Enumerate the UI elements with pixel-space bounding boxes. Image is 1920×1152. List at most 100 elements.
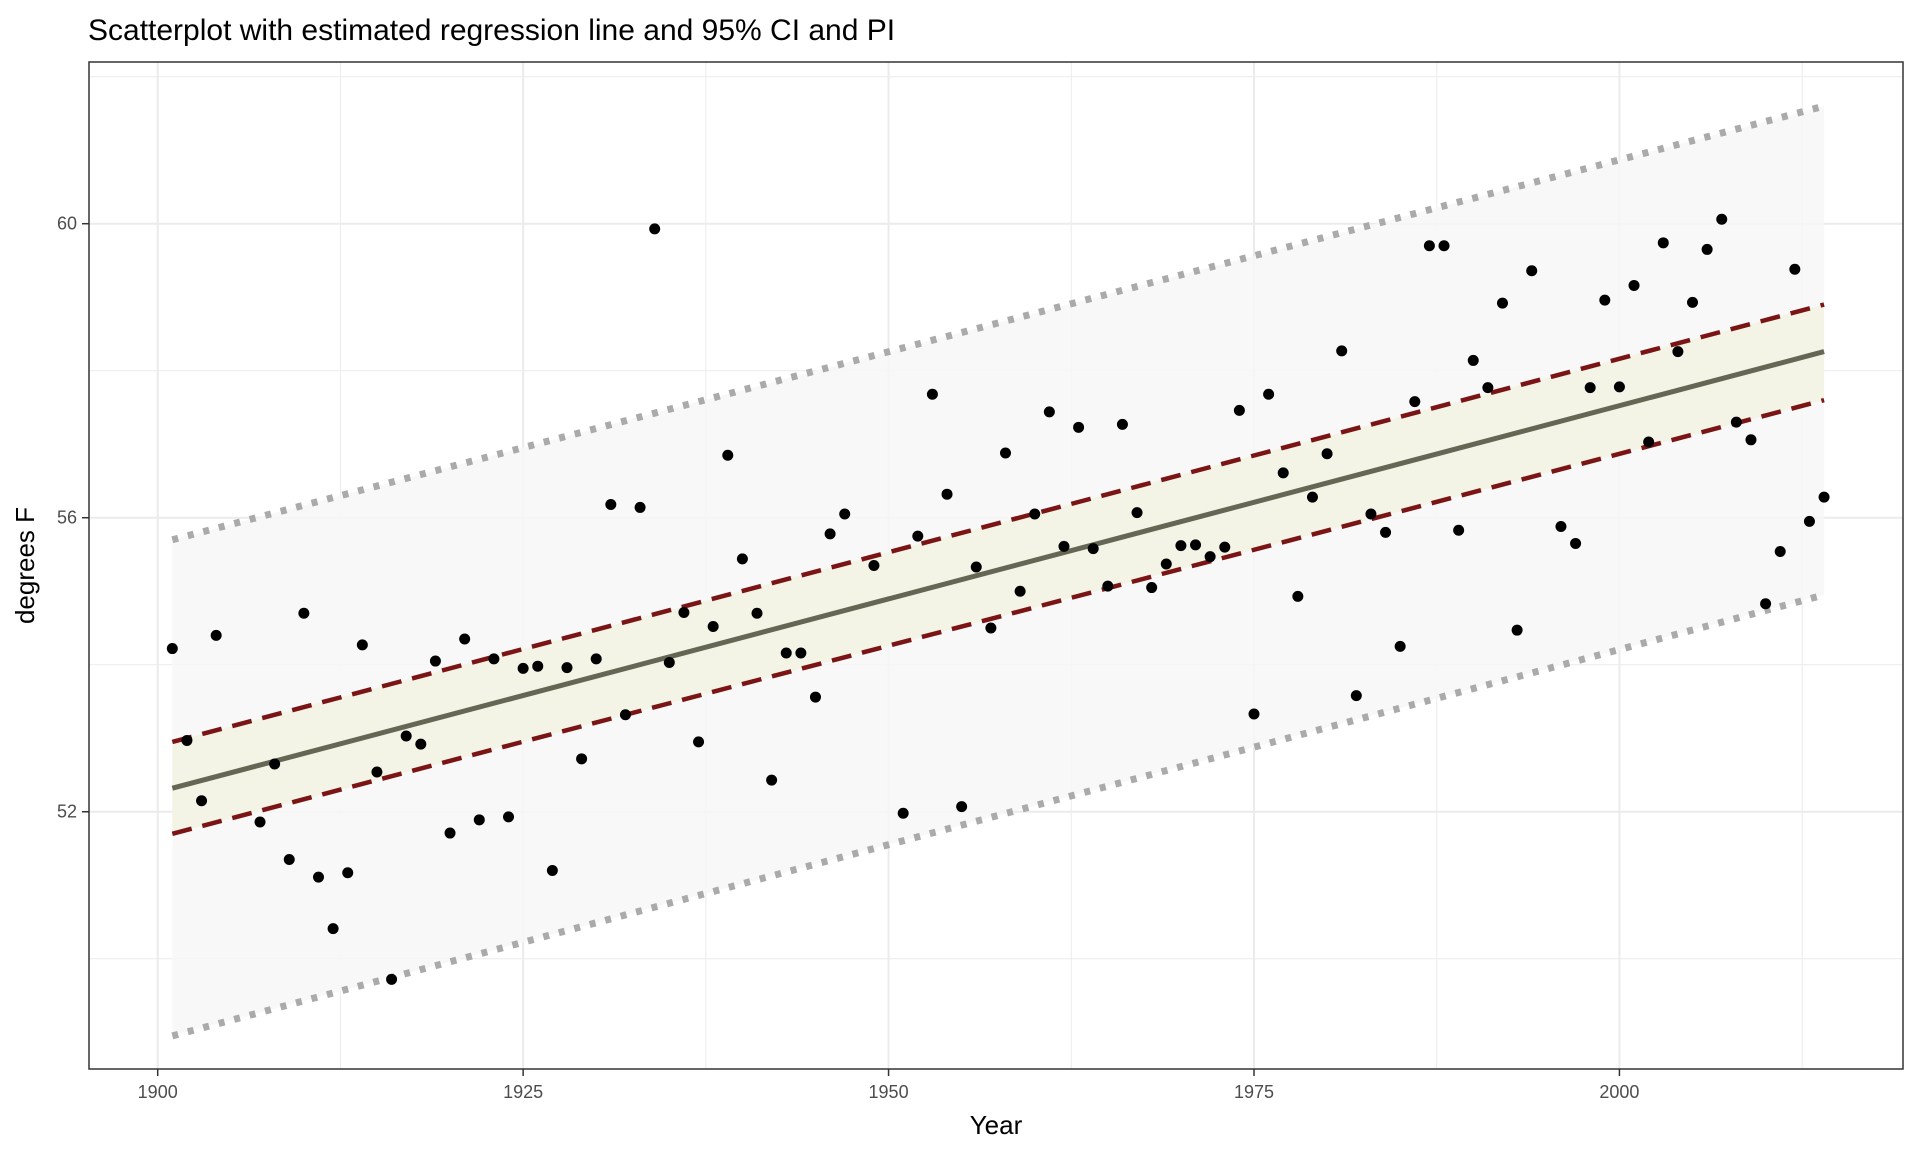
prediction-interval-lower-line bbox=[171, 591, 1825, 1040]
data-point bbox=[546, 865, 558, 877]
data-point bbox=[1672, 346, 1684, 358]
data-point bbox=[1321, 448, 1333, 460]
data-point bbox=[312, 871, 324, 883]
data-point bbox=[1409, 396, 1421, 408]
data-point bbox=[634, 501, 646, 513]
data-point bbox=[1380, 526, 1392, 538]
data-point bbox=[1204, 551, 1216, 563]
data-point bbox=[1116, 418, 1128, 430]
data-point bbox=[1423, 240, 1435, 252]
data-point bbox=[1628, 279, 1640, 291]
data-point bbox=[473, 814, 485, 826]
data-point bbox=[1467, 354, 1479, 366]
data-point bbox=[1701, 243, 1713, 255]
data-point bbox=[663, 657, 675, 669]
data-point bbox=[196, 795, 208, 807]
data-point bbox=[1146, 582, 1158, 594]
data-point bbox=[371, 766, 383, 778]
data-point bbox=[985, 622, 997, 634]
chart-title: Scatterplot with estimated regression li… bbox=[88, 14, 895, 47]
data-point bbox=[1350, 690, 1362, 702]
data-point bbox=[1219, 541, 1231, 553]
data-point bbox=[459, 633, 471, 645]
data-point bbox=[1365, 508, 1377, 520]
data-point bbox=[1029, 508, 1041, 520]
data-point bbox=[576, 753, 588, 765]
data-point bbox=[400, 730, 412, 742]
data-point bbox=[1555, 521, 1567, 533]
x-tick-label: 1975 bbox=[1234, 1082, 1274, 1102]
data-point bbox=[1306, 491, 1318, 503]
data-point bbox=[415, 738, 427, 750]
data-point bbox=[269, 758, 281, 770]
data-point bbox=[1613, 381, 1625, 393]
data-point bbox=[780, 647, 792, 659]
data-point bbox=[166, 643, 178, 655]
data-point bbox=[619, 709, 631, 721]
data-point bbox=[1511, 624, 1523, 636]
data-point bbox=[1599, 294, 1611, 306]
data-point bbox=[766, 774, 778, 786]
data-point bbox=[912, 530, 924, 542]
data-point bbox=[1438, 240, 1450, 252]
data-point bbox=[1774, 546, 1786, 558]
data-point bbox=[1716, 213, 1728, 225]
y-tick-label: 52 bbox=[57, 802, 77, 822]
y-tick-label: 60 bbox=[57, 214, 77, 234]
data-point bbox=[1394, 640, 1406, 652]
data-point bbox=[181, 734, 193, 746]
data-point bbox=[1496, 297, 1508, 309]
data-point bbox=[1043, 406, 1055, 418]
confidence-interval-lower-line bbox=[171, 397, 1825, 836]
data-point bbox=[970, 561, 982, 573]
data-point bbox=[1160, 558, 1172, 570]
data-point bbox=[254, 816, 266, 828]
confidence-interval-upper-line bbox=[171, 302, 1825, 745]
data-point bbox=[1803, 515, 1815, 527]
data-point bbox=[1789, 263, 1801, 275]
plot-area: 1900 1925 1950 1975 2000 52 56 60 bbox=[57, 61, 1904, 1102]
data-point bbox=[1073, 421, 1085, 433]
data-point bbox=[532, 660, 544, 672]
data-point bbox=[1175, 540, 1187, 552]
data-point bbox=[590, 653, 602, 665]
data-point bbox=[1087, 543, 1099, 555]
data-point bbox=[824, 528, 836, 540]
data-point bbox=[1745, 434, 1757, 446]
data-point bbox=[356, 639, 368, 651]
data-point bbox=[1336, 345, 1348, 357]
data-point bbox=[1058, 540, 1070, 552]
data-point bbox=[926, 388, 938, 400]
x-axis-title: Year bbox=[970, 1110, 1023, 1140]
data-point bbox=[327, 923, 339, 935]
data-point bbox=[210, 629, 222, 641]
data-point bbox=[678, 607, 690, 619]
regression-line bbox=[171, 349, 1825, 791]
x-tick-label: 1900 bbox=[138, 1082, 178, 1102]
data-point bbox=[342, 867, 354, 879]
data-point bbox=[897, 807, 909, 819]
data-point bbox=[736, 553, 748, 565]
data-point bbox=[809, 691, 821, 703]
x-tick-label: 1925 bbox=[503, 1082, 543, 1102]
data-point bbox=[444, 827, 456, 839]
data-point bbox=[868, 560, 880, 571]
data-point bbox=[1818, 491, 1830, 503]
data-point bbox=[1292, 590, 1304, 602]
data-point bbox=[1263, 388, 1275, 400]
data-point bbox=[1570, 537, 1582, 549]
data-point bbox=[1190, 539, 1202, 551]
data-point bbox=[429, 655, 441, 667]
data-point bbox=[1000, 447, 1012, 459]
data-point bbox=[1102, 580, 1114, 592]
y-axis-title: degrees F bbox=[10, 507, 40, 624]
data-point bbox=[1760, 598, 1772, 610]
data-point bbox=[722, 449, 734, 461]
data-point bbox=[1482, 382, 1494, 394]
data-point bbox=[1687, 296, 1699, 308]
x-tick-label: 2000 bbox=[1599, 1082, 1639, 1102]
data-point bbox=[488, 653, 500, 665]
data-point bbox=[941, 488, 953, 500]
data-point bbox=[1014, 585, 1026, 597]
